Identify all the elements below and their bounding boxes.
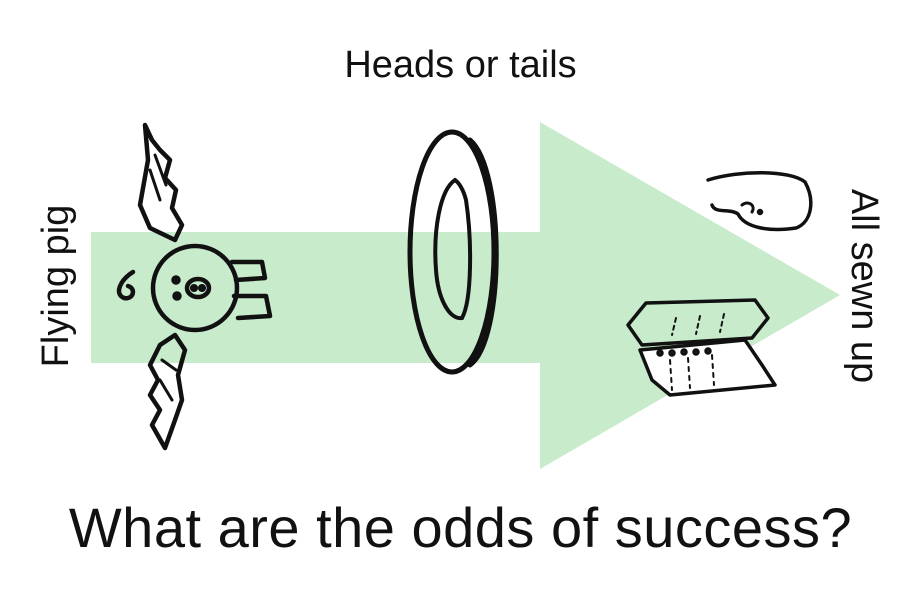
flying-pig-icon: [116, 122, 273, 451]
left-label: Flying pig: [35, 204, 77, 368]
question-caption: What are the odds of success?: [68, 496, 853, 559]
arrow-head: [540, 122, 840, 469]
coin-icon: [407, 129, 499, 375]
right-label: All sewn up: [843, 188, 885, 384]
stitched-fabric-icon: [626, 170, 813, 397]
top-label: Heads or tails: [344, 44, 577, 86]
